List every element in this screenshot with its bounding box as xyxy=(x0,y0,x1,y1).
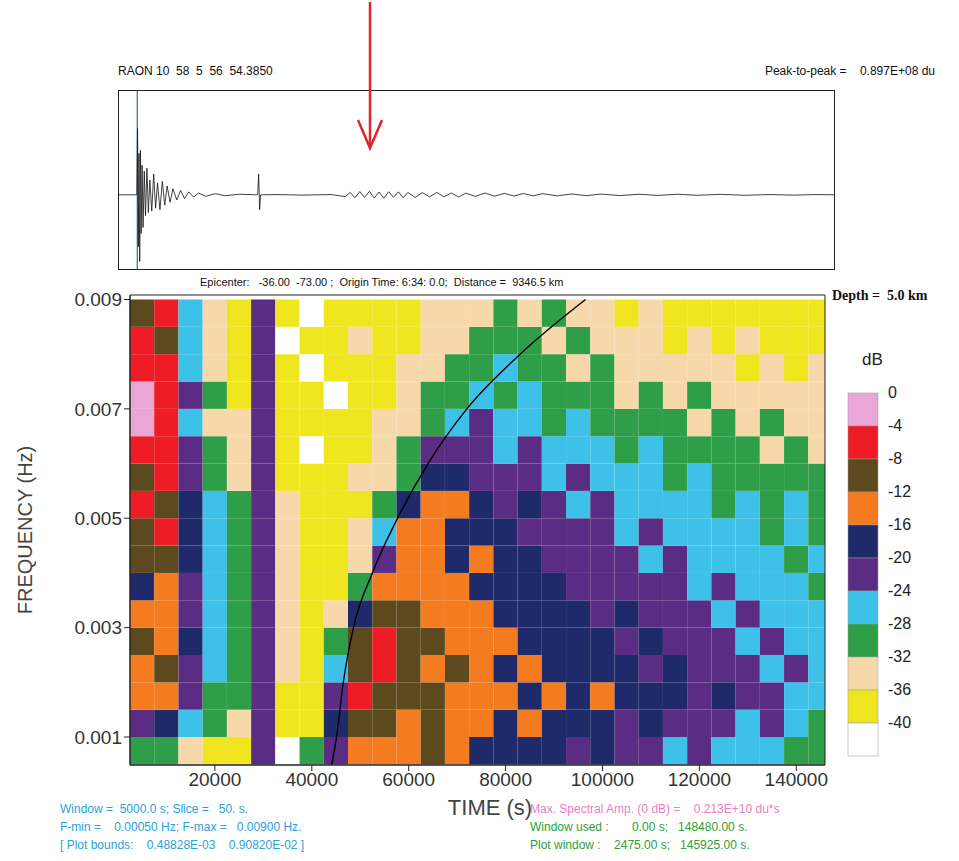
svg-text:-4: -4 xyxy=(888,417,902,434)
svg-text:0.003: 0.003 xyxy=(74,617,122,638)
svg-text:0: 0 xyxy=(888,384,897,401)
svg-text:0.005: 0.005 xyxy=(74,508,122,529)
svg-text:0.009: 0.009 xyxy=(74,289,122,310)
svg-text:-12: -12 xyxy=(888,483,911,500)
svg-text:40000: 40000 xyxy=(285,769,338,790)
svg-text:140000: 140000 xyxy=(765,769,828,790)
svg-text:20000: 20000 xyxy=(188,769,241,790)
svg-text:-24: -24 xyxy=(888,582,911,599)
svg-text:-40: -40 xyxy=(888,714,911,731)
html-text:RAON 10 58 5 56 54.3850: RAON 10 58 5 56 54.3850 xyxy=(118,64,273,78)
html-text:[ Plot bounds: 0.48828E-03 0.9: [ Plot bounds: 0.48828E-03 0.90820E-02 ] xyxy=(60,838,305,852)
html-text:Window = 5000.0 s; Slice = 50.: Window = 5000.0 s; Slice = 50. s. xyxy=(60,802,249,816)
svg-text:0.007: 0.007 xyxy=(74,399,122,420)
html-text:Window used : 0.00 s; 148480.0: Window used : 0.00 s; 148480.00 s. xyxy=(530,820,748,834)
svg-text:120000: 120000 xyxy=(668,769,731,790)
html-text:Peak-to-peak = 0.897E+08 du: Peak-to-peak = 0.897E+08 du xyxy=(764,64,935,78)
svg-text:60000: 60000 xyxy=(382,769,435,790)
svg-text:FREQUENCY (Hz): FREQUENCY (Hz) xyxy=(14,446,36,615)
html-text:Epicenter: -36.00 -73.00 ; Ori: Epicenter: -36.00 -73.00 ; Origin Time: … xyxy=(200,276,564,288)
html-text:Max. Spectral Amp. (0 dB) = 0.: Max. Spectral Amp. (0 dB) = 0.213E+10 du… xyxy=(530,802,780,816)
svg-text:dB: dB xyxy=(862,350,883,369)
html-text:TIME (s): TIME (s) xyxy=(447,795,533,820)
svg-text:80000: 80000 xyxy=(479,769,532,790)
html-text:Depth = 5.0 km: Depth = 5.0 km xyxy=(832,288,928,303)
svg-text:-16: -16 xyxy=(888,516,911,533)
svg-text:100000: 100000 xyxy=(571,769,634,790)
svg-text:-20: -20 xyxy=(888,549,911,566)
html-text:Plot window : 2475.00 s; 14592: Plot window : 2475.00 s; 145925.00 s. xyxy=(530,838,750,852)
svg-text:0.001: 0.001 xyxy=(74,727,122,748)
svg-text:-36: -36 xyxy=(888,681,911,698)
svg-text:-32: -32 xyxy=(888,648,911,665)
html-text:F-min = 0.00050 Hz; F-max = 0.: F-min = 0.00050 Hz; F-max = 0.00900 Hz. xyxy=(60,820,302,834)
svg-text:-28: -28 xyxy=(888,615,911,632)
svg-text:-8: -8 xyxy=(888,450,902,467)
